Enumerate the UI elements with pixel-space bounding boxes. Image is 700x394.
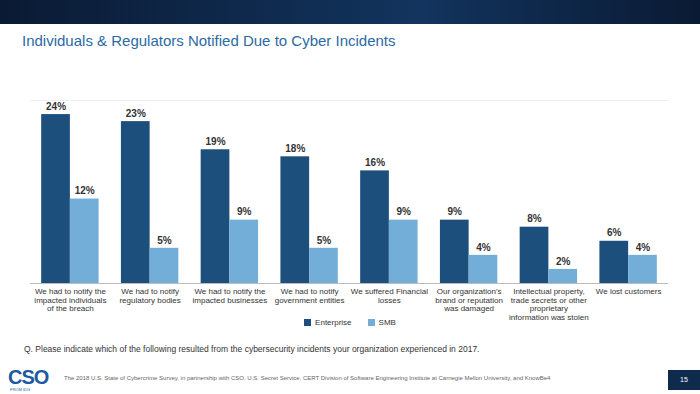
html-text:15: 15 bbox=[680, 376, 688, 383]
svg-text:9%: 9% bbox=[237, 206, 252, 217]
svg-text:23%: 23% bbox=[126, 108, 146, 119]
svg-text:24%: 24% bbox=[46, 101, 66, 112]
svg-text:4%: 4% bbox=[636, 242, 651, 253]
svg-text:We had to notifygovernment ent: We had to notifygovernment entities bbox=[275, 287, 345, 304]
svg-text:9%: 9% bbox=[448, 206, 463, 217]
html-text:The 2018 U.S. State of Cybercr: The 2018 U.S. State of Cybercrime Survey… bbox=[64, 375, 551, 381]
html-text:CSO: CSO bbox=[8, 366, 49, 388]
html-text:Enterprise: Enterprise bbox=[315, 318, 352, 327]
svg-text:Intellectual property,trade se: Intellectual property,trade secrets or o… bbox=[509, 287, 589, 321]
svg-text:19%: 19% bbox=[206, 136, 226, 147]
svg-text:We had to notify theimpacted b: We had to notify theimpacted businesses bbox=[193, 287, 268, 304]
svg-text:5%: 5% bbox=[157, 235, 172, 246]
svg-text:We lost customers: We lost customers bbox=[596, 287, 662, 296]
svg-text:We suffered Financiallosses: We suffered Financiallosses bbox=[351, 287, 428, 304]
html-text:Individuals & Regulators Notif: Individuals & Regulators Notified Due to… bbox=[22, 32, 396, 49]
svg-text:12%: 12% bbox=[75, 185, 95, 196]
svg-text:Our organization'sbrand or rep: Our organization'sbrand or reputationwas… bbox=[435, 287, 503, 313]
svg-text:6%: 6% bbox=[607, 227, 622, 238]
html-text:Q. Please indicate which of th: Q. Please indicate which of the followin… bbox=[24, 344, 480, 354]
svg-text:9%: 9% bbox=[397, 206, 412, 217]
svg-text:2%: 2% bbox=[556, 256, 571, 267]
svg-text:8%: 8% bbox=[527, 213, 542, 224]
svg-text:5%: 5% bbox=[317, 235, 332, 246]
svg-text:18%: 18% bbox=[285, 143, 305, 154]
svg-text:We had to notifyregulatory bod: We had to notifyregulatory bodies bbox=[119, 287, 180, 304]
svg-text:We had to notify theimpacted i: We had to notify theimpacted individuals… bbox=[34, 287, 106, 313]
html-text:SMB: SMB bbox=[378, 318, 396, 327]
svg-text:4%: 4% bbox=[476, 242, 491, 253]
html-text:FROM IDG: FROM IDG bbox=[10, 387, 30, 392]
svg-text:16%: 16% bbox=[365, 157, 385, 168]
